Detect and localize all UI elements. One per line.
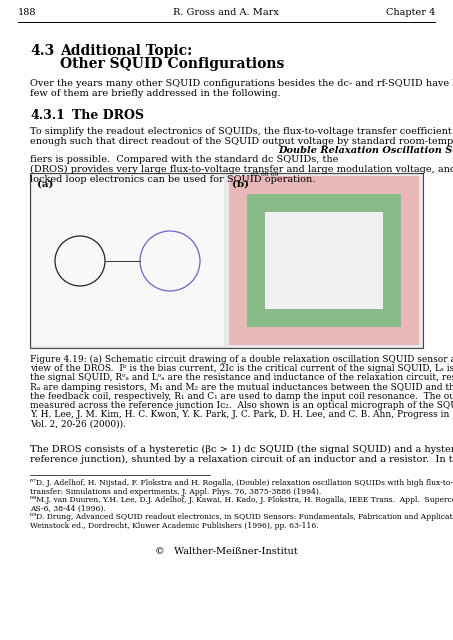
Text: (b): (b) — [232, 180, 249, 189]
Text: locked loop electronics can be used for SQUID operation.: locked loop electronics can be used for … — [30, 175, 315, 184]
Text: enough such that direct readout of the SQUID output voltage by standard room-tem: enough such that direct readout of the S… — [30, 136, 453, 145]
Text: the signal SQUID, Rᵒₐ and Lᵒₐ are the resistance and inductance of the relaxatio: the signal SQUID, Rᵒₐ and Lᵒₐ are the re… — [30, 373, 453, 382]
Text: Chapter 4: Chapter 4 — [386, 8, 435, 17]
Text: ⁶⁹D. Drung, Advanced SQUID readout electronics, in SQUID Sensors: Fundamentals, : ⁶⁹D. Drung, Advanced SQUID readout elect… — [30, 513, 453, 521]
Text: view of the DROS.  Iᵇ is the bias current, 2Iᴄ is the critical current of the si: view of the DROS. Iᵇ is the bias current… — [30, 364, 453, 373]
Text: the feedback coil, respectively, R₁ and C₁ are used to damp the input coil reson: the feedback coil, respectively, R₁ and … — [30, 392, 453, 401]
Text: Additional Topic:: Additional Topic: — [60, 44, 192, 58]
Text: Y. H. Lee, J. M. Kim, H. C. Kwon, Y. K. Park, J. C. Park, D. H. Lee, and C. B. A: Y. H. Lee, J. M. Kim, H. C. Kwon, Y. K. … — [30, 410, 453, 419]
Text: The DROS: The DROS — [72, 109, 144, 122]
Text: Rₐ are damping resistors, M₁ and M₂ are the mutual inductances between the SQUID: Rₐ are damping resistors, M₁ and M₂ are … — [30, 383, 453, 392]
Text: ⁶⁷D. J. Adelhof, H. Nijstad, F. Flokstra and H. Rogalla, (Double) relaxation osc: ⁶⁷D. J. Adelhof, H. Nijstad, F. Flokstra… — [30, 479, 453, 487]
Text: measured across the reference junction Iᴄ₂.  Also shown is an optical micrograph: measured across the reference junction I… — [30, 401, 453, 410]
Text: (a): (a) — [37, 180, 53, 189]
Text: (DROS) provides very large flux-to-voltage transfer and large modulation voltage: (DROS) provides very large flux-to-volta… — [30, 165, 453, 174]
FancyBboxPatch shape — [265, 212, 383, 309]
FancyBboxPatch shape — [229, 176, 419, 345]
Text: The DROS consists of a hysteretic (βᴄ > 1) dc SQUID (the signal SQUID) and a hys: The DROS consists of a hysteretic (βᴄ > … — [30, 445, 453, 454]
Text: AS-6, 38-44 (1996).: AS-6, 38-44 (1996). — [30, 504, 106, 513]
Text: 4.3: 4.3 — [30, 44, 54, 58]
Text: transfer: Simulations and experiments, J. Appl. Phys. 76, 3875-3886 (1994).: transfer: Simulations and experiments, J… — [30, 488, 321, 495]
Text: 4.3.1: 4.3.1 — [30, 109, 65, 122]
Text: ⁶⁸M.J. van Duuren, Y.H. Lee, D.J. Adelhof, J. Kawai, H. Kado, J. Flokstra, H. Ro: ⁶⁸M.J. van Duuren, Y.H. Lee, D.J. Adelho… — [30, 496, 453, 504]
Text: Over the years many other SQUID configurations besides the dc- and rf-SQUID have: Over the years many other SQUID configur… — [30, 79, 453, 88]
Text: Figure 4.19: (a) Schematic circuit drawing of a double relaxation oscillation SQ: Figure 4.19: (a) Schematic circuit drawi… — [30, 355, 453, 364]
FancyBboxPatch shape — [30, 173, 423, 348]
Text: reference junction), shunted by a relaxation circuit of an inductor and a resist: reference junction), shunted by a relaxa… — [30, 454, 453, 463]
Text: Other SQUID Configurations: Other SQUID Configurations — [60, 57, 284, 71]
Text: 188: 188 — [18, 8, 37, 17]
Text: 67 68 69: 67 68 69 — [251, 172, 279, 177]
Text: Double Relaxation Oscillation SQUID: Double Relaxation Oscillation SQUID — [278, 146, 453, 155]
Text: To simplify the readout electronics of SQUIDs, the flux-to-voltage transfer coef: To simplify the readout electronics of S… — [30, 127, 453, 136]
Text: Vol. 2, 20-26 (2000)).: Vol. 2, 20-26 (2000)). — [30, 419, 126, 428]
Text: few of them are briefly addressed in the following.: few of them are briefly addressed in the… — [30, 88, 280, 97]
FancyBboxPatch shape — [32, 175, 224, 346]
Text: ©   Walther-Meißner-Institut: © Walther-Meißner-Institut — [154, 547, 297, 556]
FancyBboxPatch shape — [247, 194, 401, 327]
Text: R. Gross and A. Marx: R. Gross and A. Marx — [173, 8, 279, 17]
Text: Weinstock ed., Dordrecht, Kluwer Academic Publishers (1996), pp. 63-116.: Weinstock ed., Dordrecht, Kluwer Academi… — [30, 522, 318, 529]
Text: fiers is possible.  Compared with the standard dc SQUIDs, the: fiers is possible. Compared with the sta… — [30, 156, 342, 164]
